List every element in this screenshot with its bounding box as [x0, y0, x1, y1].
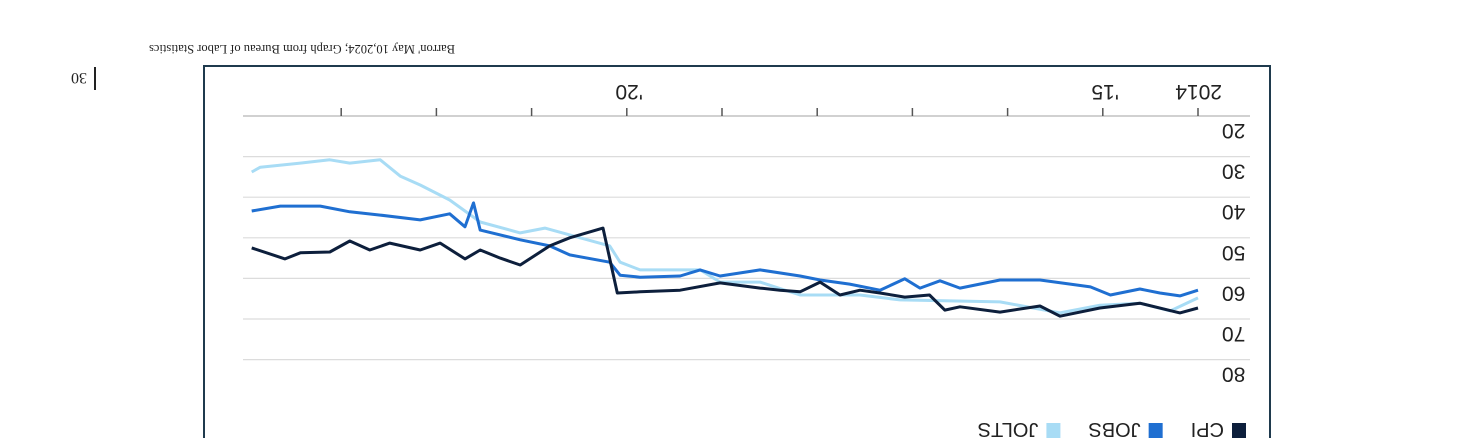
- legend-label-cpi: CPI: [1191, 418, 1224, 438]
- series-line-jobs: [251, 201, 1199, 298]
- legend-swatch-jobs: [1148, 423, 1163, 438]
- x-tick-label: '20: [615, 80, 642, 103]
- series-line-cpi: [251, 226, 1199, 318]
- y-tick-label: 30: [1222, 160, 1245, 183]
- y-tick-label: 70: [1222, 322, 1245, 345]
- page-number-divider: [94, 67, 96, 90]
- y-tick-label: 40: [1222, 200, 1245, 223]
- legend-swatch-cpi: [1232, 423, 1246, 438]
- series-line-jolts: [250, 158, 1199, 315]
- x-tick-label: '15: [1091, 80, 1118, 103]
- y-tick-label: 50: [1222, 241, 1245, 264]
- legend-label-jobs: JOBS: [1088, 418, 1140, 438]
- legend-label-jolts: JOLTS: [978, 418, 1039, 438]
- legend-swatch-jolts: [1046, 423, 1061, 438]
- x-tick-label: 2014: [1175, 80, 1222, 103]
- y-tick-label: 60: [1222, 281, 1245, 304]
- page-number: 30: [71, 69, 87, 86]
- y-tick-label: 80: [1222, 363, 1245, 386]
- y-tick-label: 20: [1222, 119, 1245, 142]
- source-caption: Barron' May 10,2024; Graph from Bureau o…: [148, 42, 455, 56]
